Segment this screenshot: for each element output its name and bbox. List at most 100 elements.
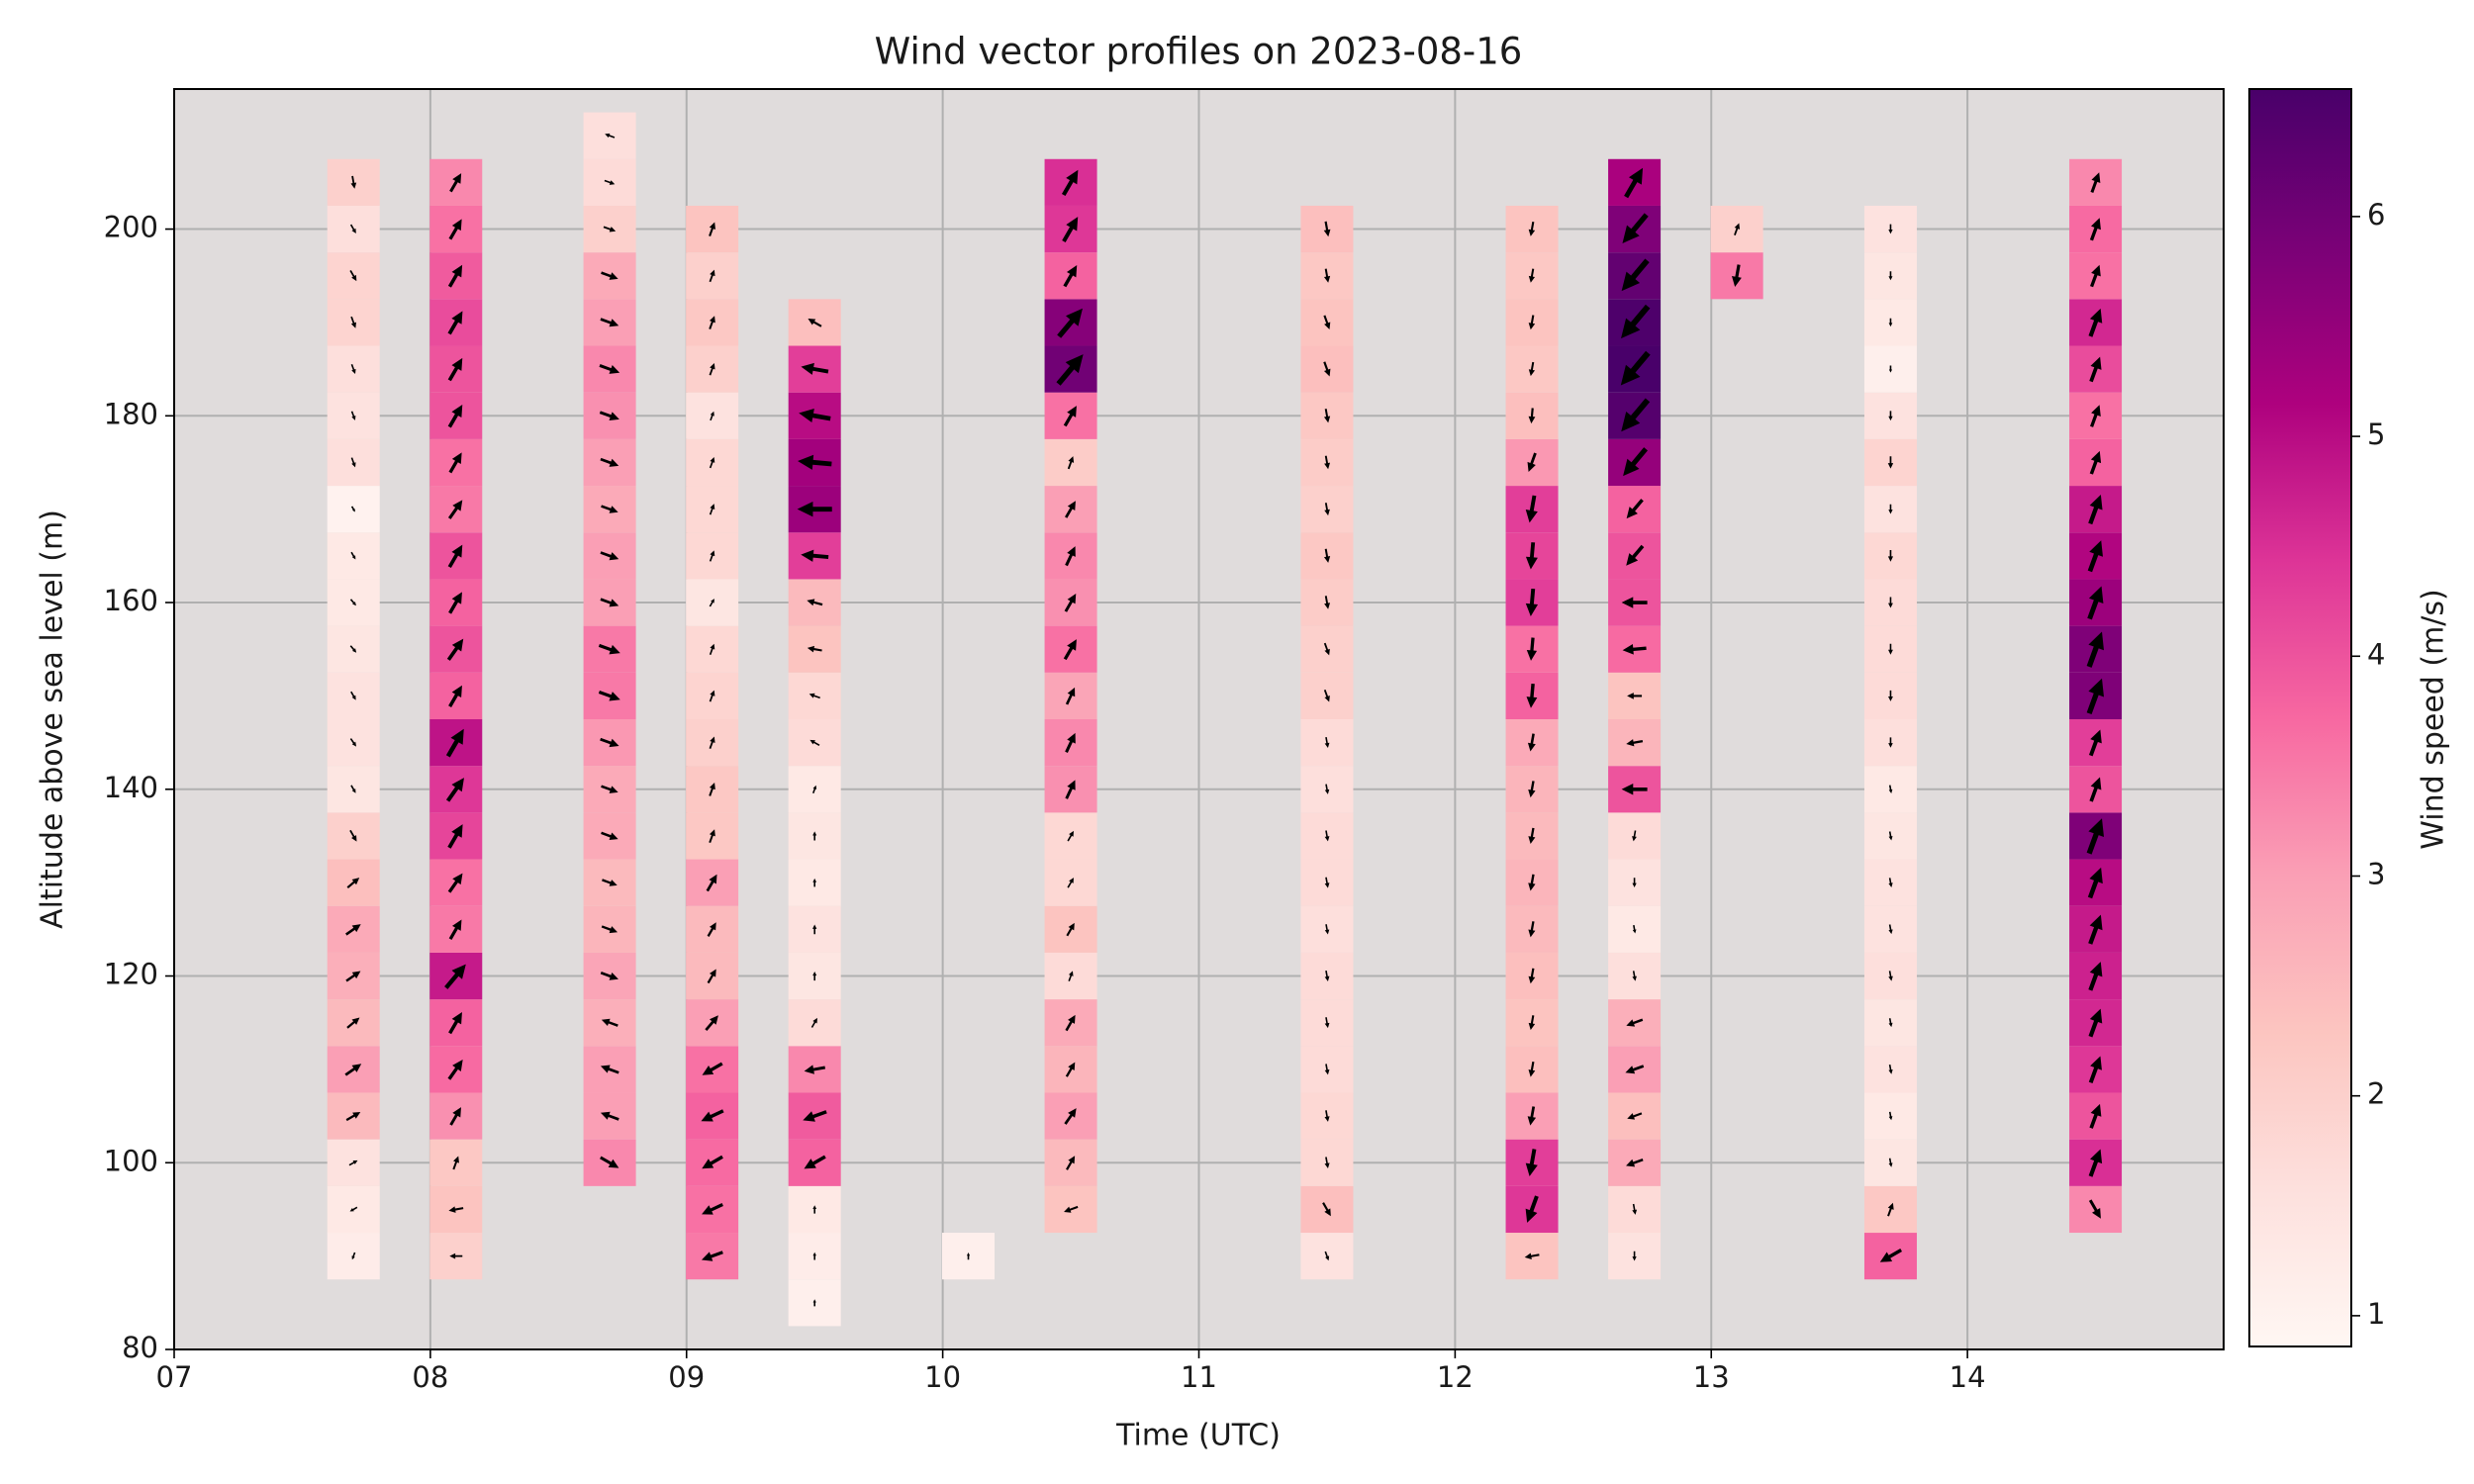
wind-arrow <box>809 693 820 699</box>
wind-arrow <box>1527 733 1536 752</box>
wind-arrow <box>709 736 715 750</box>
wind-arrow <box>346 878 360 888</box>
wind-arrow <box>447 873 463 893</box>
wind-arrow <box>812 971 817 981</box>
wind-arrow <box>1888 318 1893 327</box>
wind-arrow <box>1528 408 1536 424</box>
wind-arrow <box>2087 867 2103 899</box>
wind-arrow <box>1067 830 1074 842</box>
wind-arrow <box>1632 925 1637 934</box>
wind-arrow <box>709 550 715 562</box>
wind-arrow <box>448 685 462 707</box>
wind-arrow <box>2090 172 2101 193</box>
wind-arrow <box>1322 1202 1331 1217</box>
wind-arrow <box>601 925 618 934</box>
wind-arrow <box>1063 406 1077 427</box>
wind-arrow <box>445 778 464 802</box>
y-tick-label: 100 <box>104 1144 158 1177</box>
wind-arrow <box>1528 874 1536 891</box>
wind-arrow <box>1056 354 1084 386</box>
wind-arrow <box>2089 218 2101 241</box>
x-tick-label: 14 <box>1950 1360 1986 1394</box>
wind-arrow <box>1621 304 1651 339</box>
wind-arrow <box>1622 644 1647 655</box>
wind-arrow <box>1627 1112 1643 1120</box>
wind-arrow <box>1525 542 1538 570</box>
wind-arrow <box>350 551 356 560</box>
wind-arrow <box>2086 818 2105 855</box>
wind-arrow <box>1065 1062 1076 1077</box>
wind-arrow <box>1524 1252 1540 1259</box>
wind-arrow <box>709 690 715 702</box>
wind-arrow <box>809 739 820 747</box>
x-tick-label: 10 <box>924 1360 961 1394</box>
wind-arrow <box>601 505 618 513</box>
wind-arrow <box>1065 546 1076 567</box>
colorbar-tick-label: 2 <box>2367 1077 2385 1111</box>
wind-arrow <box>2087 586 2104 620</box>
wind-arrow <box>350 457 356 468</box>
wind-arrow <box>1525 1195 1539 1223</box>
wind-arrow <box>801 362 829 375</box>
wind-arrow <box>705 1015 718 1032</box>
wind-arrow <box>351 1252 356 1260</box>
wind-arrow <box>446 638 464 661</box>
wind-arrow <box>803 1110 827 1122</box>
wind-arrow <box>1065 732 1076 753</box>
wind-arrow <box>600 598 619 607</box>
wind-arrow <box>1528 827 1536 844</box>
wind-arrow <box>447 264 463 288</box>
wind-arrow <box>1323 642 1330 656</box>
wind-arrow <box>1527 452 1537 472</box>
wind-arrow <box>1324 830 1330 842</box>
wind-arrow <box>801 549 829 562</box>
wind-arrow <box>1888 643 1893 655</box>
colorbar-tick-label: 6 <box>2367 198 2385 232</box>
wind-arrow <box>808 319 822 327</box>
wind-arrow <box>1622 213 1649 243</box>
wind-arrow <box>702 1203 723 1215</box>
wind-arrow <box>1528 968 1536 984</box>
wind-arrow <box>709 643 715 655</box>
wind-arrow <box>601 1018 618 1027</box>
wind-arrow <box>444 964 466 989</box>
wind-arrow <box>447 357 463 382</box>
wind-arrow <box>447 405 463 428</box>
wind-arrow <box>709 316 715 329</box>
wind-arrow <box>1888 878 1893 887</box>
wind-arrow <box>1624 167 1644 199</box>
wind-arrow <box>344 1064 362 1076</box>
wind-arrow <box>1888 224 1893 234</box>
y-tick-label: 140 <box>104 771 158 804</box>
wind-arrow <box>601 831 618 841</box>
wind-arrow <box>2090 264 2101 288</box>
wind-arrow <box>345 924 361 936</box>
colorbar-label: Wind speed (m/s) <box>2417 589 2451 849</box>
wind-arrow <box>1626 1018 1644 1027</box>
wind-arrow <box>807 645 822 653</box>
wind-arrow <box>2088 495 2103 525</box>
wind-arrow <box>1063 265 1078 288</box>
wind-arrow <box>1324 1110 1330 1122</box>
wind-arrow <box>1888 971 1893 981</box>
wind-arrow <box>1064 594 1077 612</box>
wind-arrow <box>2088 729 2102 757</box>
wind-arrow <box>447 500 463 519</box>
wind-arrow <box>811 785 817 794</box>
wind-arrow <box>600 972 618 980</box>
wind-arrow <box>2088 962 2103 991</box>
wind-arrow <box>2089 777 2102 802</box>
wind-arrow <box>1528 1062 1536 1077</box>
wind-arrow <box>1888 271 1893 281</box>
wind-arrow <box>349 645 357 653</box>
wind-arrow <box>1626 499 1644 519</box>
wind-arrow <box>701 1109 724 1122</box>
wind-arrow <box>350 506 355 512</box>
x-tick-label: 09 <box>668 1360 705 1394</box>
wind-arrow <box>1324 1251 1330 1261</box>
wind-arrow <box>605 133 616 139</box>
wind-arrow <box>1734 223 1741 235</box>
wind-arrow <box>448 1012 462 1035</box>
wind-arrow <box>2090 405 2101 427</box>
